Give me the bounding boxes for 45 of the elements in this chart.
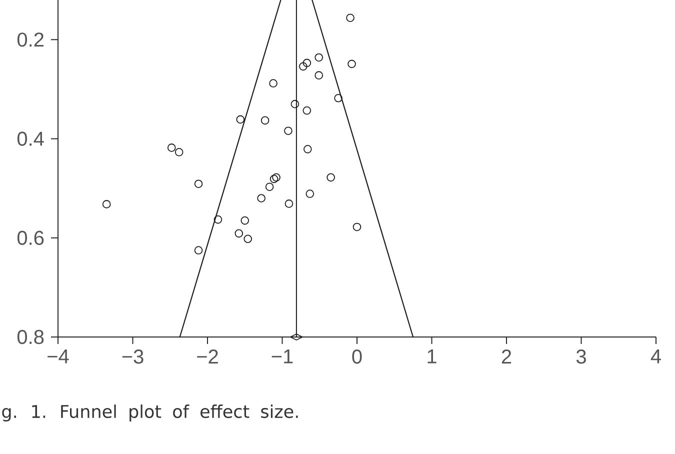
x-tick-label: −2 <box>197 350 218 364</box>
x-tick-label: −4 <box>48 350 69 364</box>
point <box>270 174 278 184</box>
point <box>214 215 222 224</box>
point <box>299 62 308 71</box>
point <box>326 173 335 182</box>
point <box>348 60 356 68</box>
y-tick-label: 0.2 <box>17 32 44 47</box>
point <box>240 216 250 225</box>
x-tick-label: 2 <box>502 350 512 364</box>
point <box>236 115 245 124</box>
point <box>306 190 314 198</box>
point <box>346 14 354 22</box>
point <box>269 79 278 88</box>
point <box>334 94 342 102</box>
y-tick-label: 0.8 <box>17 330 44 344</box>
point <box>314 71 324 80</box>
point <box>290 100 300 108</box>
point <box>244 234 252 244</box>
x-tick-label: 4 <box>650 350 661 364</box>
point <box>174 148 184 156</box>
x-tick-label: −1 <box>272 350 293 364</box>
x-tick-label: 3 <box>576 350 586 364</box>
x-tick-label: −3 <box>122 350 144 364</box>
point <box>260 116 270 125</box>
point <box>272 173 280 182</box>
point <box>234 229 244 238</box>
point <box>167 144 176 152</box>
point <box>314 53 324 62</box>
point <box>102 200 111 208</box>
point <box>284 200 294 208</box>
point <box>265 182 274 191</box>
point <box>302 58 312 68</box>
point <box>302 106 312 115</box>
point <box>284 126 292 135</box>
y-tick-label: 0.6 <box>17 230 44 245</box>
point <box>194 246 203 254</box>
point <box>194 180 203 188</box>
point <box>257 194 266 202</box>
point <box>304 145 312 154</box>
x-tick-label: 0 <box>352 350 362 364</box>
x-tick-label: 1 <box>428 350 436 364</box>
point <box>352 222 362 232</box>
y-tick-label: 0.4 <box>17 132 44 146</box>
text: g. 1. Funnel plot of effect size. <box>2 404 298 422</box>
